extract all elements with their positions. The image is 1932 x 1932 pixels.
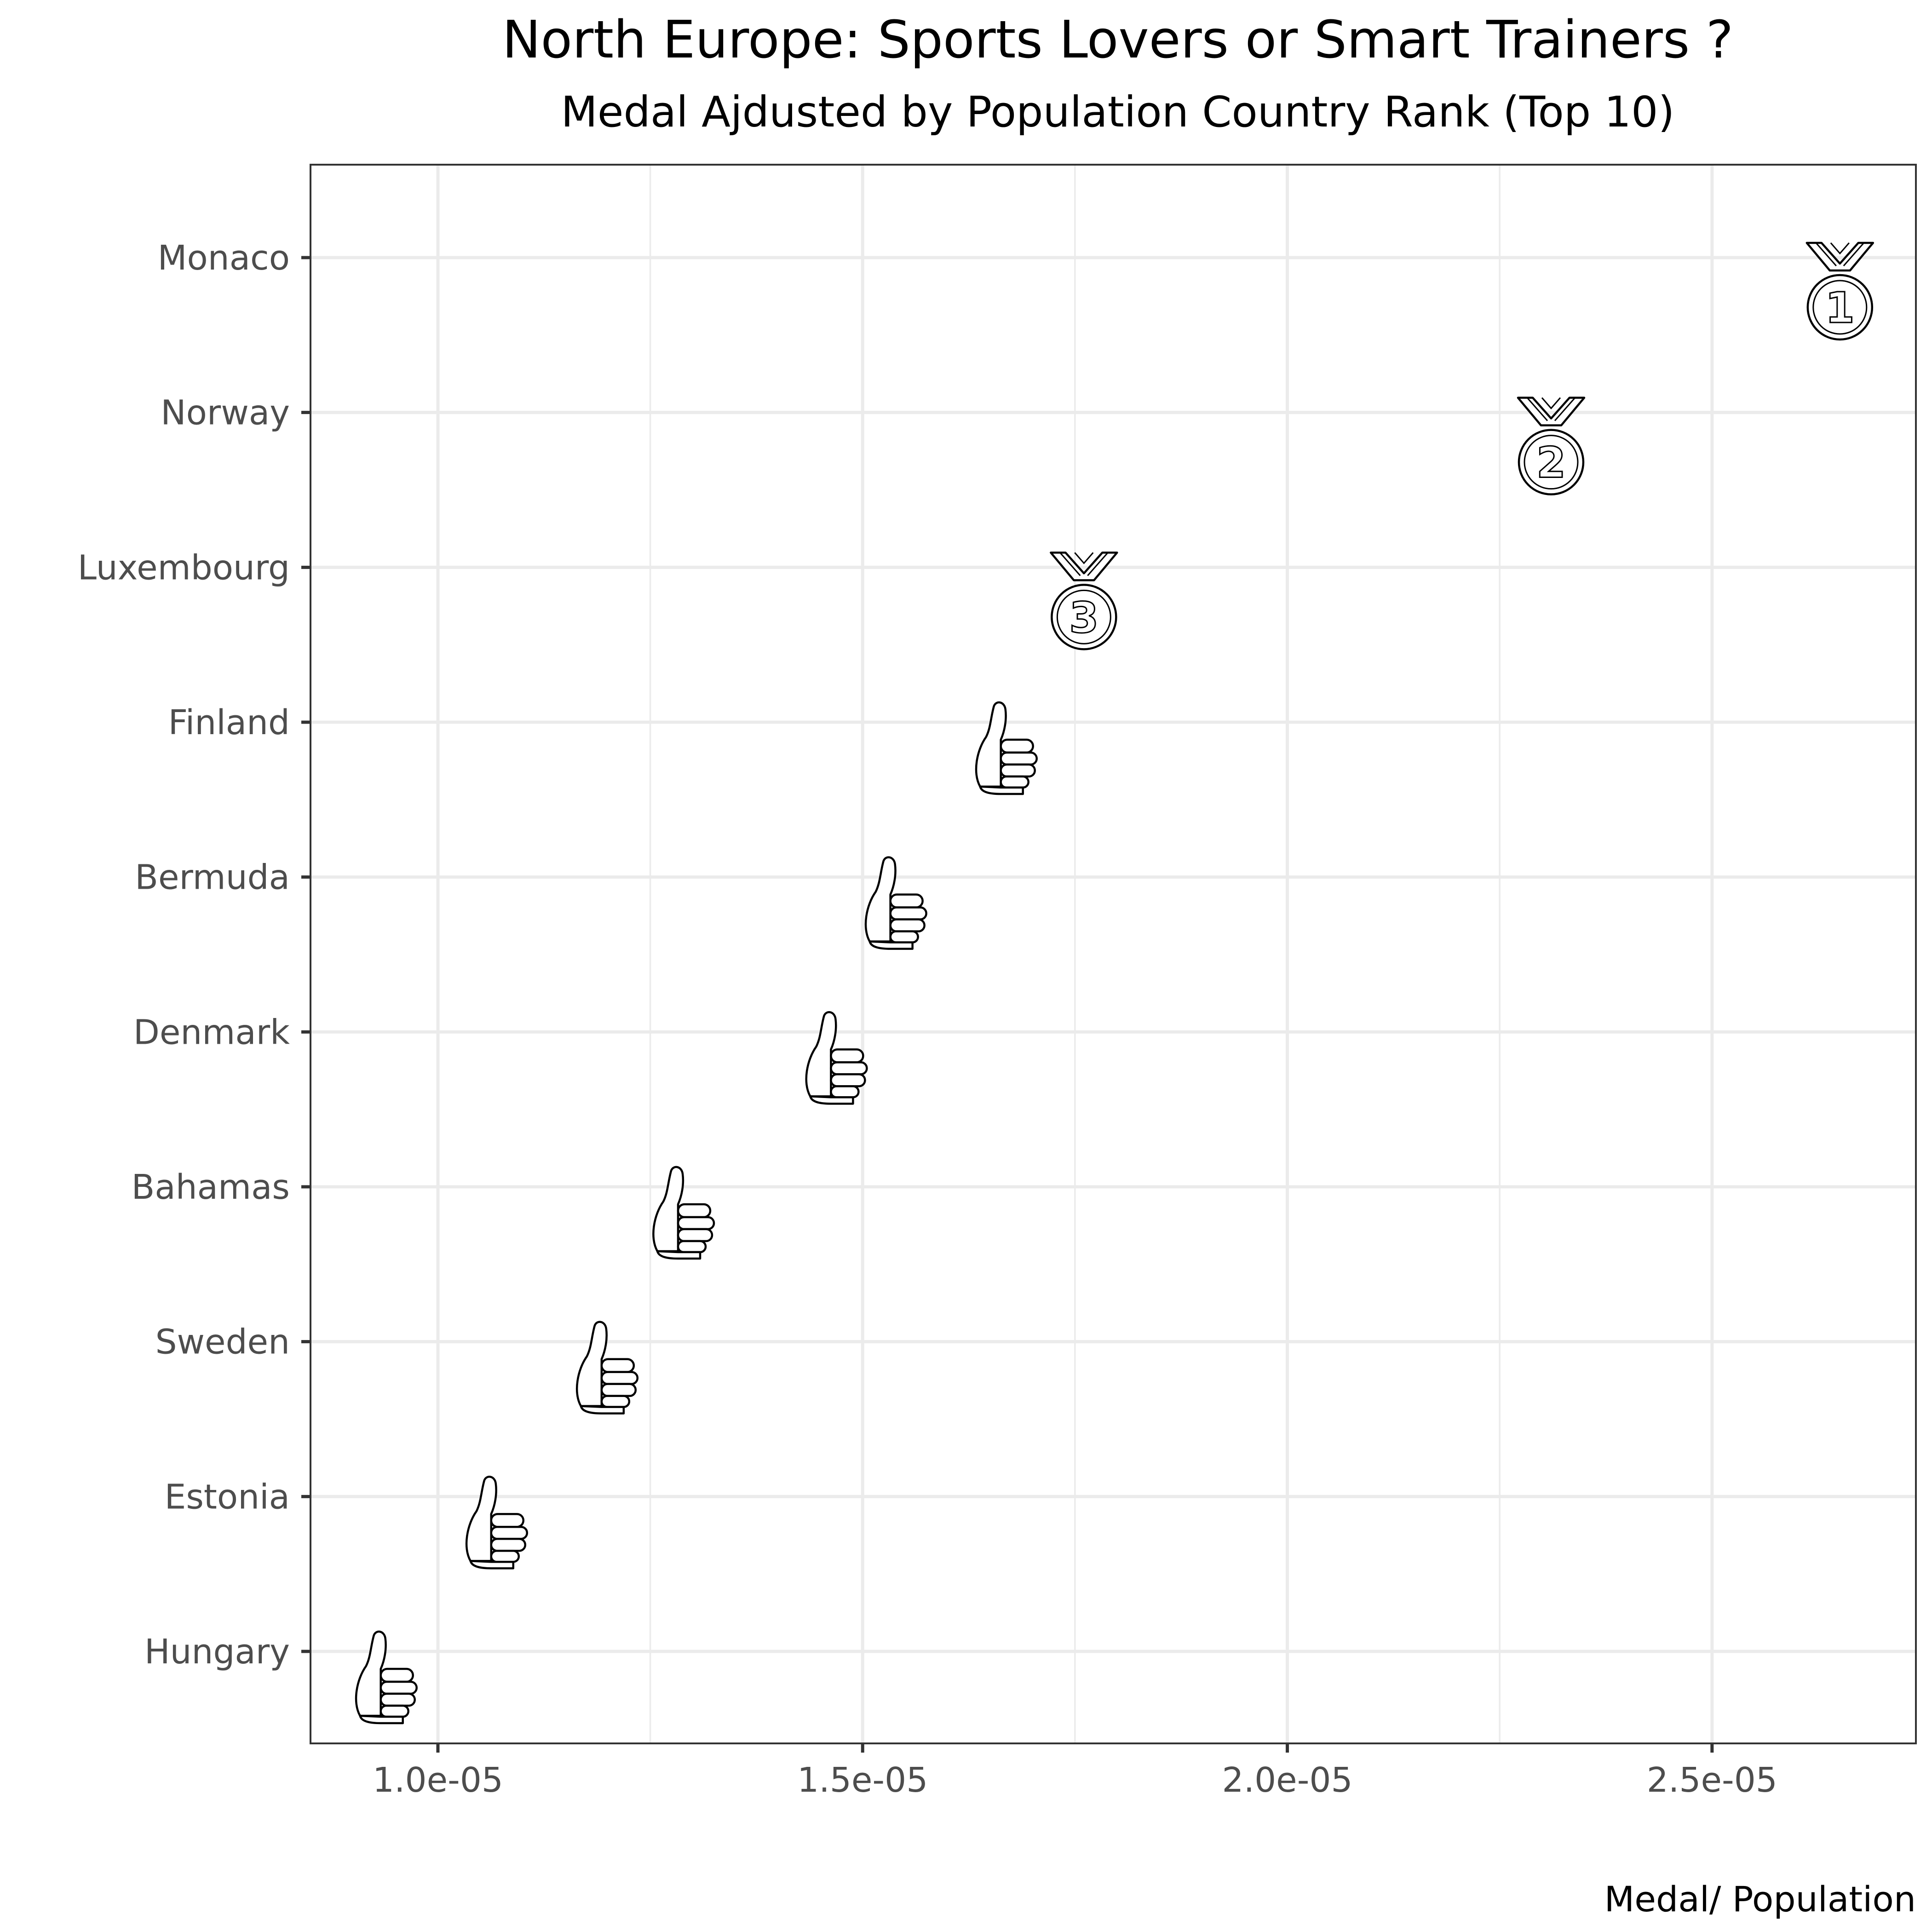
medal-2-icon: 2 [1517,397,1586,495]
thumbs-up-icon [465,1476,529,1570]
thumbs-up-icon [805,1011,868,1105]
y-tick-label-norway: Norway [161,393,290,433]
y-tick-label-hungary: Hungary [144,1632,290,1672]
medal-number: 1 [1825,283,1855,333]
thumbs-up-icon [864,856,927,950]
thumbs-up-icon [355,1630,418,1725]
y-tick-label-bahamas: Bahamas [132,1167,290,1207]
medal-number: 2 [1536,438,1566,488]
x-tick-label: 2.5e-05 [1647,1760,1777,1800]
y-tick-label-monaco: Monaco [158,238,290,278]
chart-subtitle: Medal Ajdusted by Population Country Ran… [561,87,1675,137]
thumbs-up-icon [975,701,1038,795]
plot-panel: Monaco Norway Luxembourg Finland Bermuda Denm… [78,164,1917,1800]
medal-3-icon: 3 [1050,552,1118,650]
chart-title: North Europe: Sports Lovers or Smart Tra… [502,10,1733,70]
thumbs-up-icon [575,1321,639,1414]
medal-number: 3 [1069,593,1098,642]
x-tick-label: 1.5e-05 [797,1760,928,1800]
medal-1-icon: 1 [1806,242,1874,341]
y-tick-label-bermuda: Bermuda [135,858,290,897]
y-tick-label-finland: Finland [168,703,290,742]
x-axis-label: Medal/ Population [1604,1879,1916,1920]
x-tick-label: 2.0e-05 [1222,1760,1353,1800]
panel-border [310,164,1917,1744]
y-tick-label-denmark: Denmark [133,1012,290,1052]
y-tick-label-sweden: Sweden [155,1322,290,1362]
x-tick-label: 1.0e-05 [373,1760,503,1800]
thumbs-up-icon [652,1166,715,1260]
y-tick-label-luxembourg: Luxembourg [78,548,290,587]
y-tick-label-estonia: Estonia [165,1477,290,1517]
